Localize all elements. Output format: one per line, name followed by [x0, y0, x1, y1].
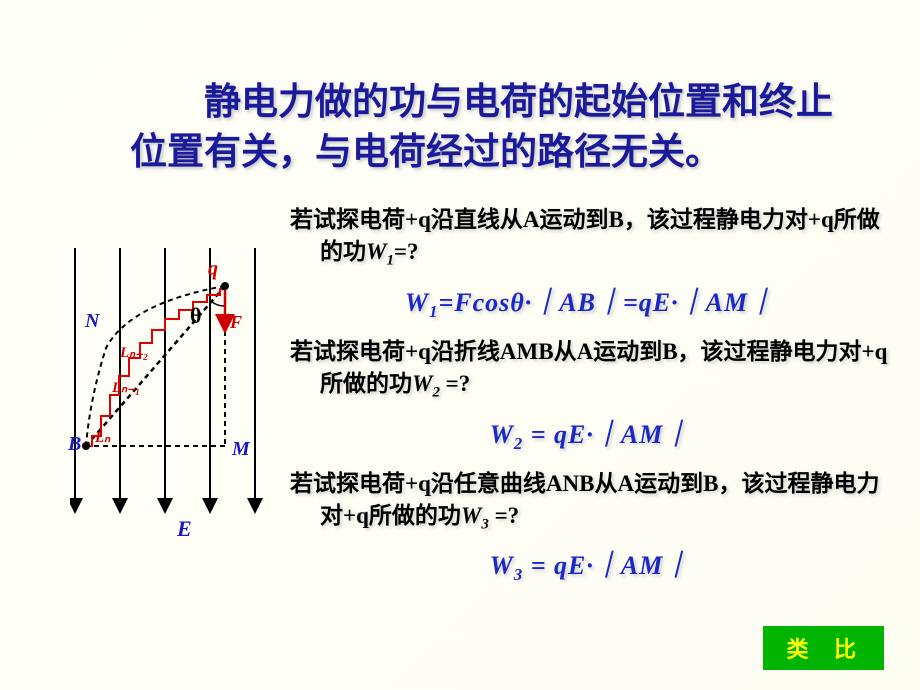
label-Ln2: Lₙ₋₂ — [120, 343, 148, 362]
formula-3: W3 = qE·｜AM｜ — [290, 545, 890, 585]
question-3: 若试探电荷+q沿任意曲线ANB从A运动到B，该过程静电力对+q所做的功W3 =? — [290, 468, 890, 536]
question-2: 若试探电荷+q沿折线AMB从A运动到B，该过程静电力对+q所做的功W2 =? — [290, 336, 890, 404]
label-Ln1: Lₙ₋₁ — [112, 378, 140, 397]
formula-2: W2 = qE·｜AM｜ — [290, 414, 890, 454]
analogy-button[interactable]: 类 比 — [763, 626, 884, 670]
field-diagram: q A B M N E F θ Lₙ₋₂ Lₙ₋₁ Lₙ — [70, 248, 270, 538]
label-q: q — [208, 258, 218, 281]
slide-title: 静电力做的功与电荷的起始位置和终止位置有关，与电荷经过的路径无关。 — [130, 78, 860, 178]
question-1: 若试探电荷+q沿直线从A运动到B，该过程静电力对+q所做的功W1=? — [290, 204, 890, 272]
label-M: M — [232, 438, 250, 461]
content-area: 若试探电荷+q沿直线从A运动到B，该过程静电力对+q所做的功W1=? W1=Fc… — [290, 190, 890, 586]
label-B: B — [68, 433, 81, 456]
label-N: N — [85, 310, 99, 333]
label-E: E — [177, 516, 192, 542]
label-Ln: Lₙ — [95, 428, 110, 447]
label-theta: θ — [190, 303, 201, 329]
formula-1: W1=Fcosθ·｜AB｜=qE·｜AM｜ — [290, 282, 890, 322]
label-F: F — [230, 312, 242, 333]
